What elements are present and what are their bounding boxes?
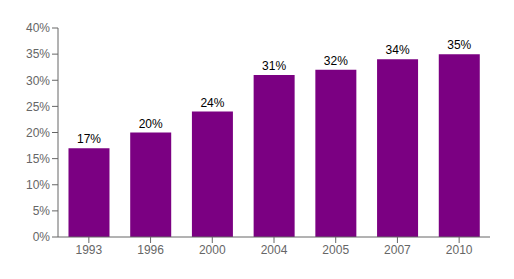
svg-text:2005: 2005	[322, 243, 349, 257]
svg-text:31%: 31%	[262, 59, 286, 73]
svg-text:1993: 1993	[76, 243, 103, 257]
svg-text:35%: 35%	[447, 38, 471, 52]
svg-text:34%: 34%	[386, 43, 410, 57]
svg-text:2004: 2004	[261, 243, 288, 257]
svg-text:0%: 0%	[33, 230, 51, 244]
svg-text:35%: 35%	[26, 47, 50, 61]
svg-text:5%: 5%	[33, 204, 51, 218]
svg-text:17%: 17%	[77, 132, 101, 146]
svg-text:32%: 32%	[324, 54, 348, 68]
svg-text:20%: 20%	[26, 126, 50, 140]
svg-text:40%: 40%	[26, 21, 50, 35]
svg-text:2000: 2000	[199, 243, 226, 257]
svg-text:25%: 25%	[26, 100, 50, 114]
svg-text:30%: 30%	[26, 74, 50, 88]
svg-text:1996: 1996	[137, 243, 164, 257]
svg-text:2007: 2007	[384, 243, 411, 257]
svg-text:10%: 10%	[26, 178, 50, 192]
svg-text:15%: 15%	[26, 152, 50, 166]
svg-text:2010: 2010	[446, 243, 473, 257]
svg-text:24%: 24%	[200, 96, 224, 110]
svg-text:20%: 20%	[139, 117, 163, 131]
